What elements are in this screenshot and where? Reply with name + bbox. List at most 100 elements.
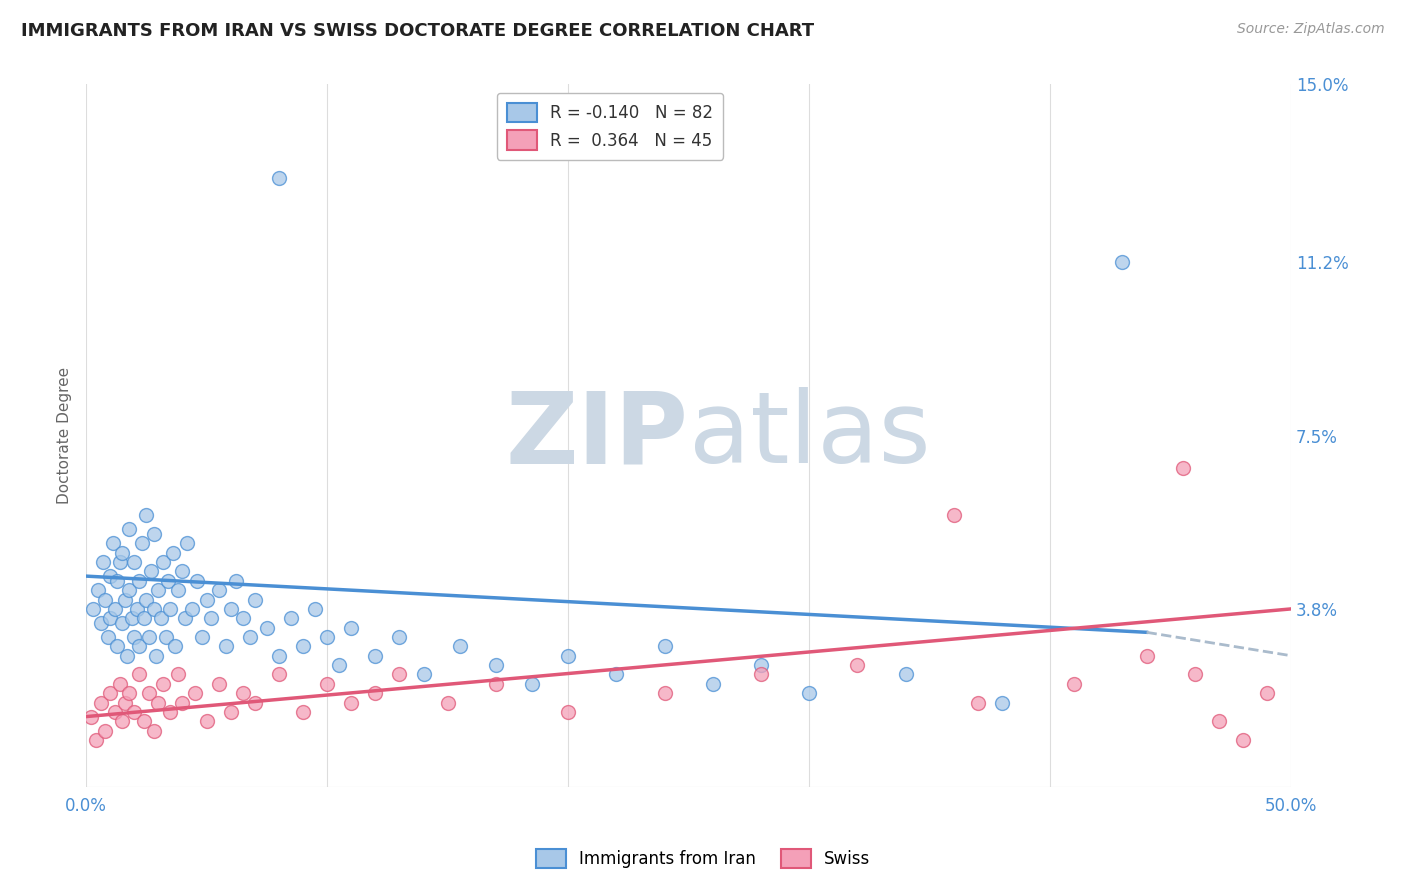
Point [165,640,187,654]
Point [894,667,917,681]
Point [82,602,104,616]
Point [225,574,247,588]
Point [152,555,174,569]
Point [111,615,134,630]
Text: ZIP: ZIP [506,387,689,484]
Point [176,536,198,550]
Point [84,733,107,747]
Point [942,508,965,523]
Y-axis label: Doctorate Degree: Doctorate Degree [58,368,72,504]
Point [141,565,163,579]
Point [138,630,160,644]
Point [215,640,238,654]
Point [148,696,170,710]
Point [191,630,214,644]
Legend: R = -0.140   N = 82, R =  0.364   N = 45: R = -0.140 N = 82, R = 0.364 N = 45 [498,93,724,160]
Point [142,527,165,541]
Point [316,677,339,691]
Point [557,648,579,663]
Point [107,640,129,654]
Point [749,658,772,673]
Point [162,546,184,560]
Point [219,705,242,719]
Point [118,686,141,700]
Legend: Immigrants from Iran, Swiss: Immigrants from Iran, Swiss [529,842,877,875]
Point [108,677,131,691]
Point [107,574,129,588]
Point [449,640,471,654]
Point [364,686,387,700]
Point [124,705,146,719]
Point [90,696,112,710]
Point [200,611,222,625]
Point [118,583,141,598]
Point [239,630,262,644]
Point [1256,686,1278,700]
Point [128,640,150,654]
Point [1208,714,1230,729]
Point [280,611,302,625]
Point [135,508,157,523]
Point [304,602,326,616]
Point [108,555,131,569]
Point [1111,255,1133,269]
Point [114,592,136,607]
Point [1063,677,1085,691]
Point [142,602,165,616]
Point [87,583,110,598]
Point [292,640,315,654]
Point [98,611,121,625]
Point [115,648,138,663]
Point [208,677,231,691]
Point [135,592,157,607]
Text: Source: ZipAtlas.com: Source: ZipAtlas.com [1237,22,1385,37]
Point [966,696,988,710]
Point [94,592,117,607]
Point [166,583,188,598]
Point [292,705,315,719]
Point [172,565,194,579]
Point [208,583,231,598]
Point [991,696,1014,710]
Point [124,630,146,644]
Point [132,714,155,729]
Point [124,555,146,569]
Point [128,667,150,681]
Text: atlas: atlas [689,387,931,484]
Point [152,677,174,691]
Point [142,723,165,738]
Point [340,696,363,710]
Point [183,686,205,700]
Point [149,611,172,625]
Point [94,723,117,738]
Point [243,696,266,710]
Point [316,630,339,644]
Point [118,522,141,536]
Point [267,648,290,663]
Point [702,677,724,691]
Point [605,667,627,681]
Point [101,536,124,550]
Point [98,569,121,583]
Point [181,602,204,616]
Point [80,709,103,723]
Point [654,640,676,654]
Point [436,696,458,710]
Point [148,583,170,598]
Text: IMMIGRANTS FROM IRAN VS SWISS DOCTORATE DEGREE CORRELATION CHART: IMMIGRANTS FROM IRAN VS SWISS DOCTORATE … [21,22,814,40]
Point [232,686,254,700]
Point [485,677,508,691]
Point [97,630,120,644]
Point [388,667,411,681]
Point [1184,667,1206,681]
Point [267,171,290,186]
Point [157,574,180,588]
Point [243,592,266,607]
Point [132,611,155,625]
Point [520,677,543,691]
Point [557,705,579,719]
Point [412,667,434,681]
Point [90,615,112,630]
Point [145,648,167,663]
Point [219,602,242,616]
